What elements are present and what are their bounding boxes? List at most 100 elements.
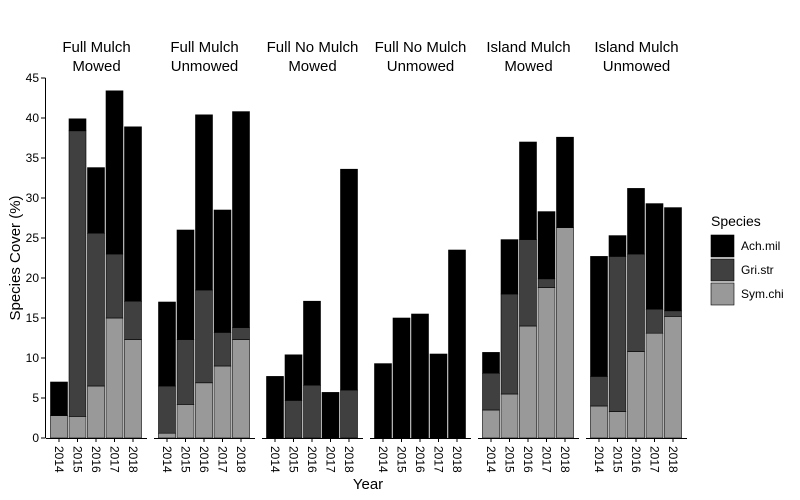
- x-tick-label: 2017: [540, 446, 554, 473]
- bar-segment-gri-str: [664, 310, 682, 317]
- bar-segment-ach-mil: [482, 352, 500, 374]
- bar-segment-sym-chi: [664, 316, 682, 439]
- facet-title: Island Mulch: [594, 39, 678, 56]
- bar-segment-ach-mil: [284, 354, 303, 401]
- x-tick-label: 2016: [89, 446, 103, 473]
- x-tick-label: 2014: [52, 446, 66, 473]
- x-tick-label: 2015: [611, 446, 625, 473]
- bar-segment-ach-mil: [87, 167, 105, 234]
- bar-segment-sym-chi: [556, 227, 574, 439]
- facet-title: Full Mulch: [170, 39, 238, 56]
- x-tick-label: 2014: [376, 446, 390, 473]
- bar-segment-ach-mil: [590, 256, 608, 377]
- facet-title: Full Mulch: [62, 39, 130, 56]
- bar-segment-sym-chi: [158, 432, 176, 439]
- y-tick-label: 15: [26, 311, 40, 325]
- x-tick-label: 2015: [395, 446, 409, 473]
- y-tick-label: 35: [26, 151, 40, 165]
- y-tick-label: 10: [26, 351, 40, 365]
- bar-segment-sym-chi: [87, 385, 105, 439]
- bar-segment-gri-str: [105, 253, 124, 319]
- bar-segment-ach-mil: [232, 111, 250, 328]
- facet-title: Unmowed: [171, 58, 239, 75]
- legend-swatch: [710, 258, 735, 282]
- facet-panel: Full Mulch Mowed 2014 2015 2016 2017 2018: [46, 39, 147, 473]
- facet-title: Unmowed: [387, 58, 455, 75]
- bar-segment-gri-str: [608, 256, 627, 412]
- x-tick-label: 2015: [71, 446, 85, 473]
- bar-segment-gri-str: [482, 372, 500, 411]
- facet-panel: Island Mulch Unmowed 2014 2015 2016 2017 2018: [586, 39, 687, 473]
- bar-segment-ach-mil: [411, 313, 429, 439]
- x-tick-label: 2016: [305, 446, 319, 473]
- x-tick-label: 2015: [287, 446, 301, 473]
- bar-segment-ach-mil: [195, 114, 213, 291]
- x-tick-label: 2016: [413, 446, 427, 473]
- bar-segment-ach-mil: [500, 239, 519, 295]
- x-tick-label: 2016: [197, 446, 211, 473]
- bar-segment-gri-str: [590, 376, 608, 407]
- bar-segment-ach-mil: [392, 317, 411, 439]
- facet-title: Full No Mulch: [267, 39, 359, 56]
- bar-segment-sym-chi: [519, 325, 537, 439]
- legend-swatch: [710, 282, 735, 306]
- bar-segment-sym-chi: [124, 339, 142, 439]
- x-tick-label: 2017: [432, 446, 446, 473]
- bar-segment-gri-str: [500, 293, 519, 395]
- bar-segment-sym-chi: [627, 351, 645, 439]
- bar-segment-ach-mil: [266, 376, 284, 439]
- bar-segment-sym-chi: [608, 411, 627, 439]
- facets-layer: Full Mulch Mowed 2014 2015 2016 2017 2018 Full …: [46, 39, 687, 473]
- facet-title: Mowed: [504, 58, 552, 75]
- facet-panel: Full No Mulch Mowed 2014 2015 2016 2017 2018: [262, 39, 363, 473]
- bar-segment-gri-str: [340, 389, 358, 439]
- bar-segment-ach-mil: [374, 363, 392, 439]
- bar-segment-ach-mil: [303, 300, 321, 386]
- bar-segment-ach-mil: [664, 207, 682, 312]
- x-tick-label: 2017: [108, 446, 122, 473]
- bar-segment-ach-mil: [448, 249, 466, 439]
- bar-segment-gri-str: [519, 239, 537, 327]
- x-tick-label: 2014: [484, 446, 498, 473]
- legend: Species Ach.mil Gri.str Sym.chi: [710, 213, 784, 306]
- bar-segment-gri-str: [284, 400, 303, 439]
- x-tick-label: 2014: [592, 446, 606, 473]
- bar-segment-gri-str: [537, 278, 556, 288]
- bar-segment-ach-mil: [176, 229, 195, 340]
- legend-entry-label: Ach.mil: [741, 239, 780, 253]
- bar-segment-ach-mil: [627, 188, 645, 255]
- bar-segment-sym-chi: [195, 382, 213, 439]
- bar-segment-gri-str: [232, 327, 250, 340]
- bar-segment-gri-str: [303, 384, 321, 439]
- bar-segment-gri-str: [68, 130, 87, 417]
- bar-segment-sym-chi: [500, 393, 519, 439]
- x-tick-label: 2018: [558, 446, 572, 473]
- x-tick-label: 2014: [268, 446, 282, 473]
- bar-segment-gri-str: [124, 300, 142, 340]
- x-axis-title: Year: [353, 476, 383, 493]
- facet-title: Unmowed: [603, 58, 671, 75]
- bar-segment-sym-chi: [176, 404, 195, 439]
- x-tick-label: 2015: [179, 446, 193, 473]
- x-tick-label: 2017: [324, 446, 338, 473]
- legend-swatch: [710, 234, 735, 258]
- bar-segment-sym-chi: [537, 287, 556, 439]
- bar-segment-ach-mil: [124, 126, 142, 302]
- x-tick-label: 2018: [342, 446, 356, 473]
- bar-segment-gri-str: [176, 339, 195, 405]
- y-axis: 0 5 10 15 20 25 30 35 40 45: [26, 71, 46, 445]
- y-tick-label: 25: [26, 231, 40, 245]
- facet-panel: Island Mulch Mowed 2014 2015 2016 2017 2018: [478, 39, 579, 473]
- y-tick-label: 30: [26, 191, 40, 205]
- x-tick-label: 2018: [450, 446, 464, 473]
- legend-entry-label: Sym.chi: [741, 287, 784, 301]
- bar-segment-ach-mil: [105, 90, 124, 255]
- bar-segment-ach-mil: [158, 301, 176, 387]
- x-tick-label: 2018: [126, 446, 140, 473]
- facet-panel: Full No Mulch Unmowed 2014 2015 2016 2017 2018: [370, 39, 471, 473]
- x-tick-label: 2016: [629, 446, 643, 473]
- bar-segment-gri-str: [645, 308, 664, 334]
- x-tick-label: 2017: [648, 446, 662, 473]
- x-tick-label: 2016: [521, 446, 535, 473]
